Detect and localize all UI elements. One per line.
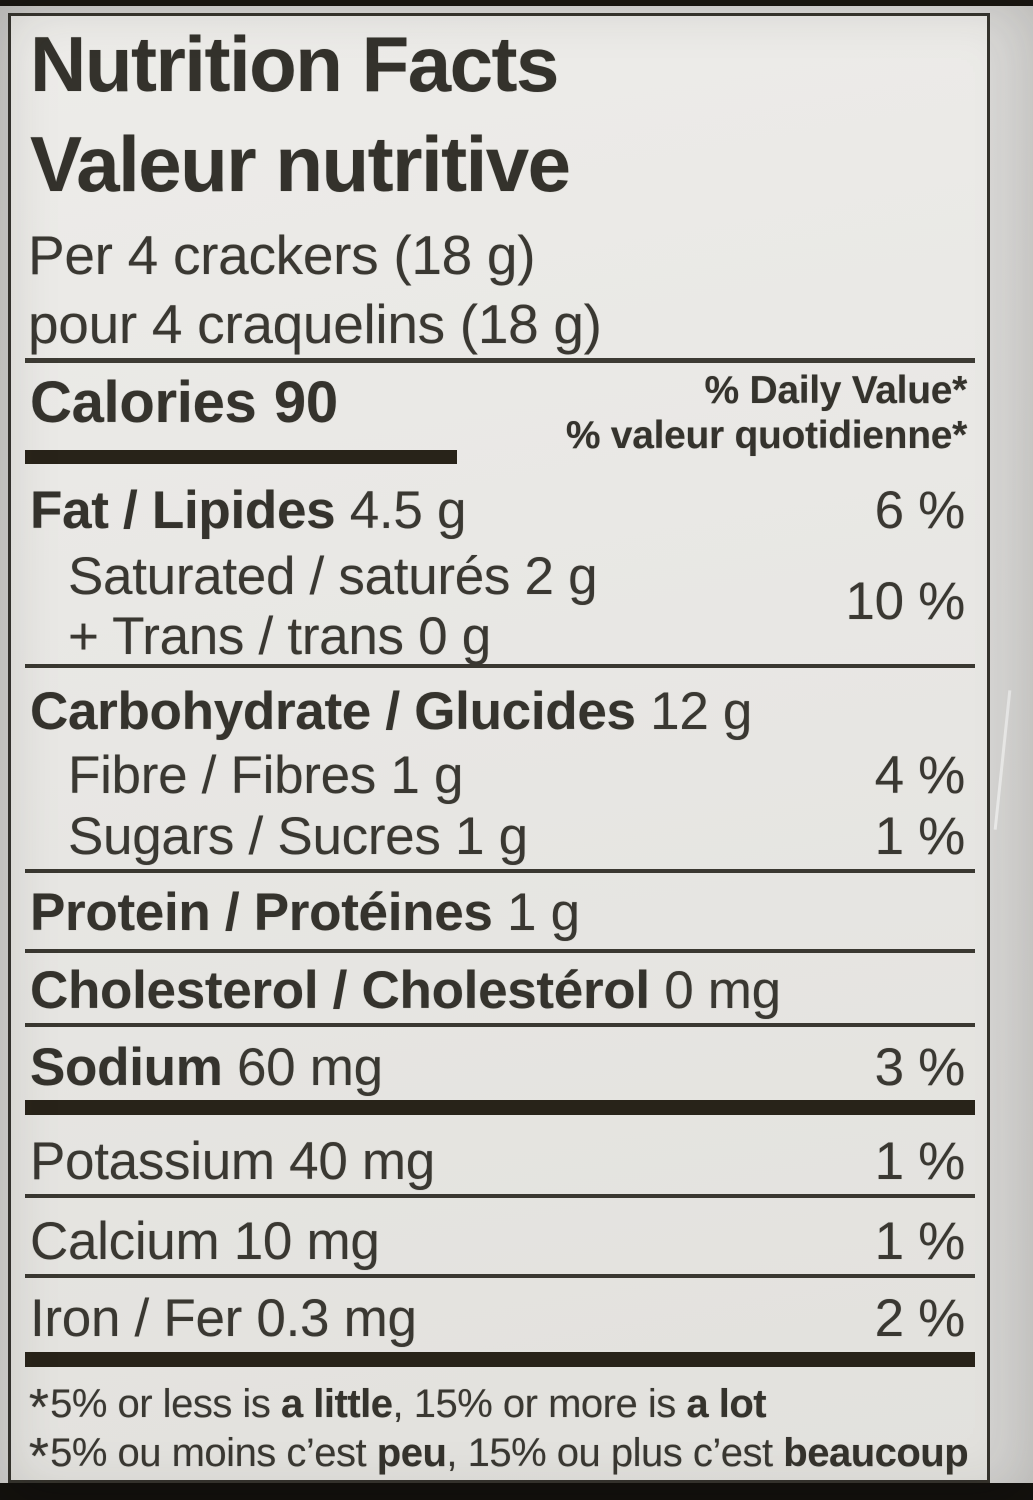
row-protein: Protein / Protéines 1 g <box>30 886 965 939</box>
fat-amount: 4.5 g <box>335 481 467 540</box>
potassium-dv: 1 % <box>874 1132 966 1191</box>
row-cholesterol: Cholesterol / Cholestérol 0 mg <box>30 964 965 1017</box>
row-fibre: Fibre / Fibres 1 g 4 % <box>30 749 965 802</box>
label-crease-artifact <box>993 690 1012 830</box>
row-sugars: Sugars / Sucres 1 g 1 % <box>30 810 965 863</box>
sodium-amount: 60 mg <box>222 1038 383 1097</box>
saturated-trans-dv: 10 % <box>845 572 965 631</box>
asterisk-icon: * <box>28 1379 49 1437</box>
footnote-en-mid: , 15% or more is <box>392 1382 687 1426</box>
footnote-fr-beaucoup: beaucoup <box>783 1431 969 1475</box>
row-carbohydrate: Carbohydrate / Glucides 12 g <box>30 685 965 738</box>
cholesterol-amount: 0 mg <box>649 961 781 1020</box>
fat-dv: 6 % <box>874 481 966 540</box>
sodium-dv: 3 % <box>874 1038 966 1097</box>
divider-protein-cholesterol <box>25 949 975 953</box>
divider-carb-protein <box>25 869 975 873</box>
carbohydrate-label: Carbohydrate / Glucides 12 g <box>30 685 752 738</box>
footnote-fr-pre: 5% ou moins c’est <box>50 1431 377 1475</box>
section-bar-iron <box>25 1352 975 1367</box>
protein-amount: 1 g <box>492 883 580 942</box>
sugars-label: Sugars / Sucres 1 g <box>68 807 528 866</box>
footnote-fr: *5% ou moins c’est peu, 15% ou plus c’es… <box>29 1431 969 1483</box>
daily-value-header-en: % Daily Value* <box>704 369 968 412</box>
protein-name: Protein / Protéines <box>30 883 493 942</box>
sodium-label: Sodium 60 mg <box>30 1041 383 1094</box>
title-en: Nutrition Facts <box>30 20 559 108</box>
calories-label: Calories <box>30 370 257 435</box>
row-iron: Iron / Fer 0.3 mg 2 % <box>30 1292 965 1345</box>
calcium-dv: 1 % <box>874 1212 966 1271</box>
row-sodium: Sodium 60 mg 3 % <box>30 1041 965 1094</box>
calories-underline-bar <box>25 450 457 464</box>
iron-label: Iron / Fer 0.3 mg <box>30 1289 417 1348</box>
section-bar-sodium <box>25 1100 975 1115</box>
fat-label: Fat / Lipides 4.5 g <box>30 484 466 537</box>
row-potassium: Potassium 40 mg 1 % <box>30 1135 965 1188</box>
protein-label: Protein / Protéines 1 g <box>30 886 580 939</box>
cholesterol-label: Cholesterol / Cholestérol 0 mg <box>30 964 781 1017</box>
fibre-dv: 4 % <box>874 746 966 805</box>
sugars-dv: 1 % <box>874 807 966 866</box>
footnote-fr-mid: , 15% ou plus c’est <box>446 1431 784 1475</box>
row-calcium: Calcium 10 mg 1 % <box>30 1215 965 1268</box>
footnote-en-a-lot: a lot <box>686 1382 767 1426</box>
daily-value-header-fr: % valeur quotidienne* <box>565 414 967 457</box>
iron-dv: 2 % <box>874 1289 966 1348</box>
row-saturated: Saturated / saturés 2 g <box>30 550 965 603</box>
calories-row: Calories 90 <box>30 374 338 432</box>
footnote-en: *5% or less is a little, 15% or more is … <box>29 1382 767 1434</box>
divider-potassium-calcium <box>25 1194 975 1198</box>
serving-size-en: Per 4 crackers (18 g) <box>28 224 536 286</box>
fibre-label: Fibre / Fibres 1 g <box>68 746 464 805</box>
fat-name: Fat / Lipides <box>30 481 336 540</box>
carbohydrate-amount: 12 g <box>635 682 753 741</box>
sodium-name: Sodium <box>30 1038 223 1097</box>
divider-calcium-iron <box>25 1274 975 1278</box>
divider-cholesterol-sodium <box>25 1023 975 1027</box>
cholesterol-name: Cholesterol / Cholestérol <box>30 961 650 1020</box>
title-fr: Valeur nutritive <box>30 120 571 208</box>
trans-label: + Trans / trans 0 g <box>68 607 491 666</box>
serving-size-fr: pour 4 craquelins (18 g) <box>28 293 602 355</box>
divider-serving <box>25 358 975 363</box>
saturated-label: Saturated / saturés 2 g <box>68 547 598 606</box>
calcium-label: Calcium 10 mg <box>30 1212 380 1271</box>
nutrition-facts-panel: Nutrition Facts Valeur nutritive Per 4 c… <box>8 13 990 1483</box>
footnote-en-pre: 5% or less is <box>50 1382 281 1426</box>
potassium-label: Potassium 40 mg <box>30 1132 435 1191</box>
row-trans: + Trans / trans 0 g <box>30 610 965 663</box>
photo-edge-top <box>0 0 1033 6</box>
photo-edge-bottom <box>0 1483 1033 1500</box>
footnote-en-a-little: a little <box>280 1382 393 1426</box>
footnote-fr-peu: peu <box>376 1431 447 1475</box>
carbohydrate-name: Carbohydrate / Glucides <box>30 682 636 741</box>
asterisk-icon: * <box>28 1428 49 1486</box>
divider-fat-carb <box>25 664 975 668</box>
row-fat: Fat / Lipides 4.5 g 6 % <box>30 484 965 537</box>
calories-value: 90 <box>273 370 338 435</box>
